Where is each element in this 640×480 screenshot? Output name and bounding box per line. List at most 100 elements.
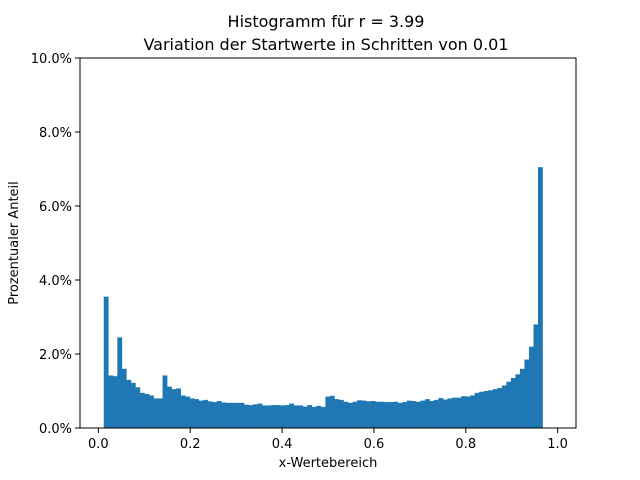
histogram-bar: [225, 402, 231, 428]
histogram-bar: [253, 404, 258, 428]
histogram-bar: [243, 404, 249, 428]
histogram-bar: [370, 400, 376, 428]
x-tick-label: 1.0: [547, 437, 568, 452]
histogram-bar: [384, 402, 390, 428]
histogram-bar: [293, 405, 299, 428]
histogram-bar: [139, 392, 145, 428]
histogram-bar: [461, 396, 466, 428]
histogram-bar: [144, 393, 150, 428]
histogram-bar: [135, 387, 141, 428]
histogram-bar: [452, 397, 457, 428]
histogram-bar: [501, 385, 507, 428]
histogram-bar: [443, 399, 448, 428]
histogram-bar: [343, 401, 349, 428]
histogram-bar: [456, 397, 462, 428]
histogram-bar: [533, 324, 539, 428]
histogram-bar: [275, 405, 281, 428]
chart-title-line2: Variation der Startwerte in Schritten vo…: [143, 35, 508, 54]
histogram-bar: [307, 405, 313, 428]
histogram-bar: [185, 396, 190, 428]
histogram-bar: [433, 399, 439, 428]
histogram-bar: [158, 398, 163, 428]
histogram-bar: [207, 401, 213, 428]
histogram-bar: [338, 399, 344, 428]
histogram-bar: [411, 400, 417, 428]
histogram-bar: [497, 388, 503, 428]
histogram-bar: [488, 390, 494, 428]
histogram-bar: [302, 406, 308, 428]
histogram-bar: [130, 382, 136, 428]
histogram-bar: [121, 368, 127, 428]
histogram-bar: [221, 402, 227, 428]
histogram-bar: [420, 400, 426, 428]
histogram-bar: [538, 167, 543, 428]
histogram-bar: [479, 391, 485, 428]
y-tick-label: 10.0%: [31, 52, 72, 67]
histogram-bar: [388, 402, 394, 428]
histogram-bar: [153, 398, 159, 428]
x-tick-label: 0.4: [272, 437, 293, 452]
histogram-bar: [429, 400, 435, 428]
histogram-bar: [311, 406, 317, 428]
histogram-bar: [515, 374, 521, 428]
histogram-bar: [117, 337, 123, 428]
histogram-bar: [470, 395, 475, 428]
histogram-bar: [289, 403, 295, 428]
histogram-bar: [397, 402, 403, 428]
histogram-bar: [352, 401, 358, 428]
histogram-bar: [284, 405, 290, 428]
histogram-bar: [506, 381, 512, 428]
histogram-bar: [325, 396, 331, 428]
histogram-bar: [194, 399, 200, 428]
histogram-bar: [357, 400, 362, 428]
histogram-bar: [198, 400, 204, 428]
histogram-bar: [524, 359, 530, 428]
histogram-bar: [406, 400, 412, 428]
histogram-bar: [348, 402, 353, 428]
histogram-bar: [203, 399, 209, 428]
histogram-bar: [112, 376, 118, 428]
histogram-bar: [271, 405, 276, 428]
y-tick-label: 4.0%: [39, 274, 72, 289]
histogram-bar: [189, 398, 195, 428]
plot-frame: [79, 57, 577, 429]
histogram-bar: [465, 396, 471, 428]
histogram-bar: [447, 398, 453, 428]
y-tick-label: 6.0%: [39, 200, 72, 215]
histogram-bar: [298, 405, 304, 428]
x-axis-label: x-Wertebereich: [279, 456, 378, 471]
histogram-bar: [402, 402, 408, 428]
histogram-bar: [316, 405, 322, 428]
histogram-bar: [230, 402, 236, 428]
histogram-bar: [474, 392, 480, 428]
y-axis-ticks: 0.0% 2.0% 4.0% 6.0% 8.0% 10.0%: [31, 52, 80, 437]
histogram-bar: [262, 405, 267, 428]
histogram-bar: [108, 375, 114, 428]
histogram-bar: [361, 400, 367, 428]
histogram-bar: [424, 399, 430, 428]
histogram-bar: [483, 391, 489, 428]
y-tick-label: 0.0%: [39, 422, 72, 437]
histogram-bar: [216, 400, 222, 428]
histogram-bar: [180, 395, 186, 428]
histogram-bar: [266, 405, 272, 428]
histogram-bar: [212, 402, 218, 428]
histogram-bar: [280, 405, 285, 428]
histogram-bar: [528, 346, 534, 428]
chart-title-line1: Histogramm für r = 3.99: [228, 12, 425, 31]
histogram-bar: [234, 402, 240, 428]
x-axis-ticks: 0.0 0.2 0.4 0.6 0.8 1.0: [88, 428, 568, 452]
histogram-bar: [167, 386, 172, 428]
histogram-bar: [329, 395, 335, 428]
histogram-bar: [176, 388, 181, 428]
histogram-bar: [366, 401, 371, 428]
histogram-bar: [492, 389, 498, 428]
histogram-bar: [239, 402, 245, 428]
x-tick-label: 0.6: [364, 437, 385, 452]
histogram-bar: [393, 401, 399, 428]
histogram-bar: [334, 399, 340, 428]
histogram-bar: [103, 296, 109, 428]
x-tick-label: 0.0: [88, 437, 109, 452]
histogram-bar: [162, 375, 168, 428]
